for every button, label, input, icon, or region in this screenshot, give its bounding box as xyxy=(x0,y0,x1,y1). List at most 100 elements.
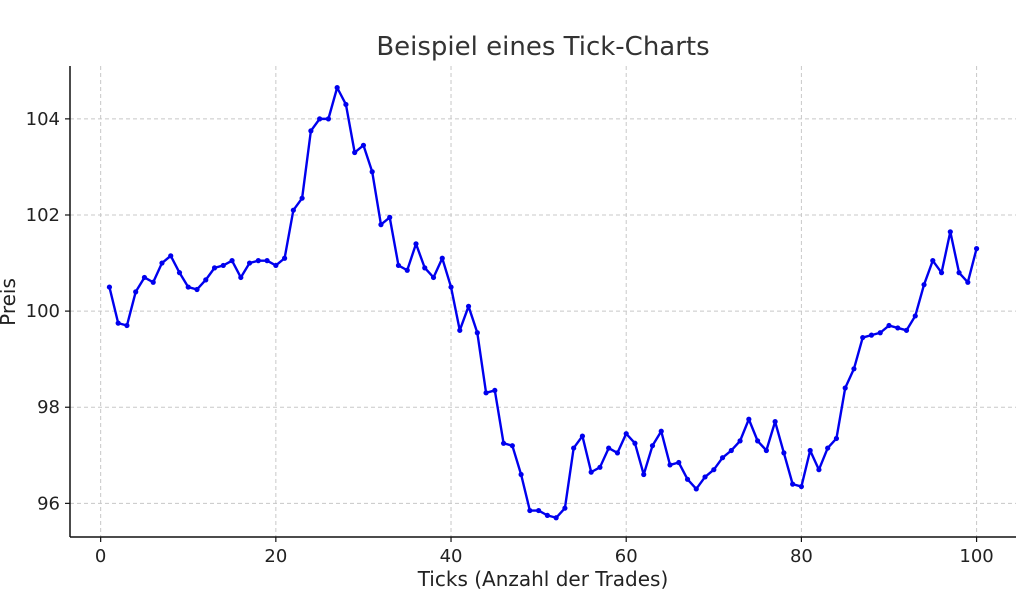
data-point xyxy=(553,515,559,521)
data-point xyxy=(833,435,840,442)
data-point xyxy=(912,313,918,319)
data-point xyxy=(807,447,813,454)
data-point xyxy=(886,322,892,329)
price-series xyxy=(106,85,980,521)
data-point xyxy=(527,507,533,514)
data-point xyxy=(238,274,244,281)
data-point xyxy=(509,443,515,449)
data-point xyxy=(903,327,910,333)
data-point xyxy=(334,85,340,91)
data-point xyxy=(185,284,191,290)
data-point xyxy=(755,438,761,444)
x-axis-label: Ticks (Anzahl der Trades) xyxy=(417,567,669,591)
data-point xyxy=(667,462,673,468)
data-point xyxy=(264,258,270,264)
data-point xyxy=(194,286,200,293)
data-point xyxy=(781,450,787,456)
data-point xyxy=(930,258,936,264)
data-point xyxy=(842,385,848,391)
data-point xyxy=(895,325,901,331)
data-point xyxy=(159,260,165,266)
data-point xyxy=(536,507,542,514)
data-point xyxy=(746,416,752,422)
data-point xyxy=(571,445,577,451)
y-axis-label: Preis xyxy=(0,278,20,326)
data-point xyxy=(597,464,603,470)
data-point xyxy=(255,258,261,264)
data-point xyxy=(719,455,726,461)
data-point xyxy=(343,101,349,108)
data-point xyxy=(422,265,428,271)
data-point xyxy=(106,284,113,290)
data-point xyxy=(772,419,778,425)
data-point xyxy=(413,241,419,247)
data-point xyxy=(360,142,367,148)
data-point xyxy=(325,116,331,122)
data-point xyxy=(877,330,883,336)
data-point xyxy=(737,438,743,444)
data-point xyxy=(938,270,945,276)
data-point xyxy=(947,229,953,235)
data-point xyxy=(290,207,296,213)
y-tick-label: 104 xyxy=(26,109,60,130)
data-point xyxy=(641,471,647,478)
data-point xyxy=(588,469,594,475)
data-point xyxy=(658,428,664,434)
data-point xyxy=(562,505,568,511)
x-tick-label: 40 xyxy=(440,546,463,567)
data-point xyxy=(395,262,402,269)
data-point xyxy=(220,262,226,269)
data-point xyxy=(825,445,831,451)
data-point xyxy=(465,303,472,309)
data-point xyxy=(676,459,682,466)
data-point xyxy=(763,447,769,454)
x-tick-label: 100 xyxy=(959,546,993,567)
data-point xyxy=(492,387,498,394)
data-point xyxy=(965,279,971,285)
data-point xyxy=(474,330,480,336)
data-point xyxy=(317,116,323,122)
data-point xyxy=(973,246,980,252)
data-point xyxy=(299,195,305,201)
data-point xyxy=(282,255,288,261)
data-point xyxy=(168,253,174,259)
y-ticks: 96 98 100 102 104 xyxy=(26,109,70,514)
axes xyxy=(69,66,1016,538)
data-point xyxy=(352,149,358,156)
data-point xyxy=(141,274,148,281)
data-point xyxy=(798,483,805,490)
data-point xyxy=(579,433,586,439)
data-point xyxy=(851,366,857,372)
data-point xyxy=(211,265,218,271)
data-point xyxy=(448,284,454,290)
data-point xyxy=(614,450,621,456)
data-point xyxy=(133,289,139,295)
data-point xyxy=(728,447,734,454)
y-tick-label: 98 xyxy=(37,397,60,418)
data-point xyxy=(150,279,156,285)
data-point xyxy=(176,270,183,276)
data-point xyxy=(430,274,437,281)
x-ticks: 0 20 40 60 80 100 xyxy=(95,537,994,567)
data-point xyxy=(623,431,629,437)
x-tick-label: 20 xyxy=(264,546,287,567)
y-tick-label: 96 xyxy=(37,493,60,514)
data-point xyxy=(308,128,314,134)
data-point xyxy=(404,267,410,273)
x-tick-label: 60 xyxy=(615,546,638,567)
data-point xyxy=(378,222,384,228)
data-point xyxy=(483,390,489,396)
y-tick-label: 102 xyxy=(26,205,60,226)
data-point xyxy=(246,260,253,266)
data-point xyxy=(711,467,717,473)
data-point xyxy=(860,334,866,341)
data-point xyxy=(518,471,524,478)
data-point xyxy=(203,277,209,283)
data-point xyxy=(684,476,691,482)
grid xyxy=(70,66,1016,537)
data-point xyxy=(273,262,279,269)
data-point xyxy=(457,327,463,333)
data-point xyxy=(921,282,927,288)
data-point xyxy=(790,481,796,487)
